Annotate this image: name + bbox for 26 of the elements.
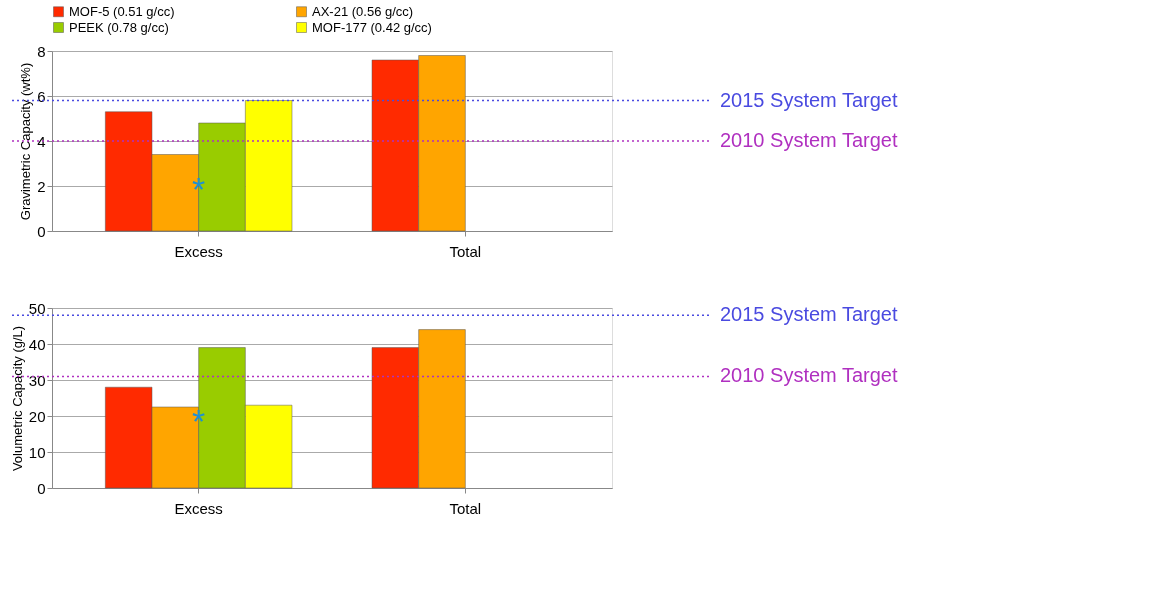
y-axis-title: Gravimetric Capacity (wt%) [18,62,34,221]
y-tick-label: 0 [37,222,46,240]
legend-label: MOF-5 (0.51 g/cc) [69,3,175,19]
legend-label: PEEK (0.78 g/cc) [69,19,169,35]
y-tick-label: 0 [37,479,46,497]
ref-line-label: 2010 System Target [720,364,898,387]
y-tick-label: 2 [37,177,46,195]
y-tick-label: 6 [37,87,46,105]
y-tick-label: 10 [28,443,46,461]
y-tick-label: 20 [28,407,46,425]
x-tick-label: Excess [174,242,223,260]
annotation: * [192,402,206,441]
legend-label: AX-21 (0.56 g/cc) [312,3,414,19]
y-tick-label: 40 [28,335,46,353]
x-tick-label: Total [449,242,482,260]
y-axis-title: Volumetric Capacity (g/L) [9,325,25,472]
ref-line-label: 2015 System Target [720,303,898,326]
annotation: * [192,169,206,208]
legend-label: MOF-177 (0.42 g/cc) [312,19,432,35]
x-tick-label: Excess [174,499,223,517]
ref-line-label: 2010 System Target [720,129,898,151]
y-tick-label: 4 [37,132,46,150]
y-tick-label: 8 [37,42,46,60]
ref-line-label: 2015 System Target [720,88,898,111]
x-tick-label: Total [449,499,482,517]
y-tick-label: 50 [28,299,46,317]
